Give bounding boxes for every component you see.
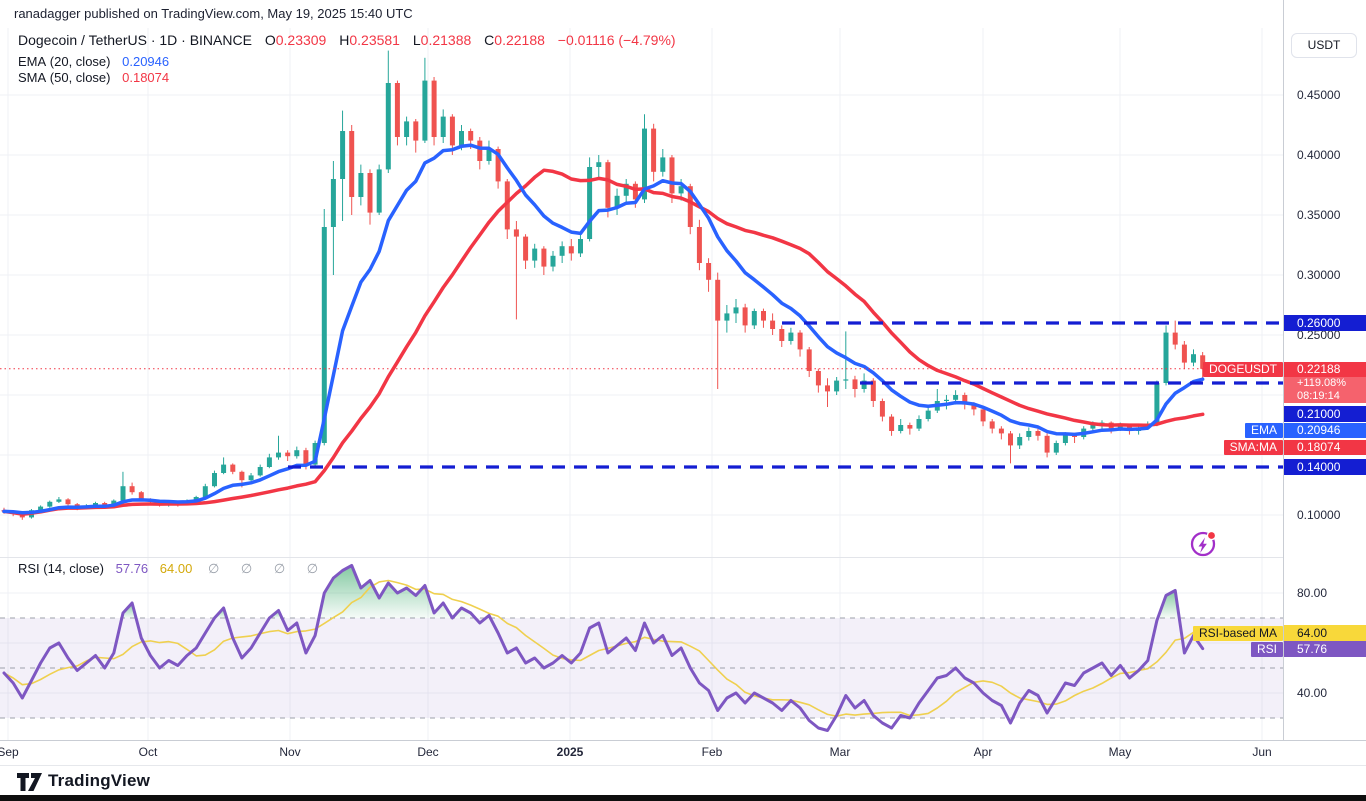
ema-line-tag: EMA bbox=[1244, 422, 1283, 438]
ema-params: (20, close) bbox=[49, 54, 111, 69]
price-chart-canvas[interactable] bbox=[0, 0, 1283, 740]
attribution-bar: ranadagger published on TradingView.com,… bbox=[14, 6, 413, 21]
ema-title: EMA bbox=[18, 54, 47, 69]
rsi-line-tag: RSI bbox=[1250, 641, 1283, 657]
sma-legend[interactable]: SMA (50, close) 0.18074 bbox=[18, 70, 169, 85]
rsi-axis-label: 57.76 bbox=[1284, 641, 1366, 657]
level-label-014: 0.14000 bbox=[1284, 459, 1366, 475]
footer-bar: TradingView bbox=[0, 765, 1366, 796]
window-bottom-strip bbox=[0, 795, 1366, 801]
ema-legend[interactable]: EMA (20, close) 0.20946 bbox=[18, 54, 169, 69]
last-price-value: 0.22188 bbox=[1284, 361, 1366, 377]
ohlc-change-value: −0.01116 (−4.79%) bbox=[557, 32, 676, 48]
rsi-title: RSI bbox=[18, 561, 40, 576]
time-axis-label: May bbox=[1108, 745, 1132, 759]
level-label-026: 0.26000 bbox=[1284, 315, 1366, 331]
last-price-change-pct: +119.08% bbox=[1284, 376, 1366, 390]
ema-value: 0.20946 bbox=[122, 54, 170, 69]
ohlc-close-value: 0.22188 bbox=[494, 32, 545, 48]
ohlc-low-label: L bbox=[412, 32, 421, 48]
price-tick: 0.30000 bbox=[1297, 268, 1341, 282]
last-price-countdown: 08:19:14 bbox=[1284, 389, 1366, 403]
time-axis-border bbox=[0, 740, 1366, 741]
sma-params: (50, close) bbox=[49, 70, 111, 85]
time-axis-label: 2025 bbox=[556, 745, 584, 759]
time-axis-label: Sep bbox=[0, 745, 19, 759]
rsi-ma-value: 64.00 bbox=[159, 561, 193, 576]
ohlc-low-value: 0.21388 bbox=[420, 32, 472, 48]
price-tick: 0.35000 bbox=[1297, 208, 1341, 222]
price-tick: 0.45000 bbox=[1297, 88, 1341, 102]
time-axis-label: Mar bbox=[829, 745, 851, 759]
time-axis-label: Nov bbox=[279, 745, 301, 759]
time-axis-label: Jun bbox=[1252, 745, 1272, 759]
price-tick: 0.25000 bbox=[1297, 328, 1341, 342]
ema-axis-label: 0.20946 bbox=[1284, 422, 1366, 438]
rsi-params: (14, close) bbox=[43, 561, 104, 576]
ohlc-open-label: O bbox=[264, 32, 276, 48]
ohlc-open-value: 0.23309 bbox=[275, 32, 327, 48]
time-axis-label: Feb bbox=[701, 745, 723, 759]
rsi-ma-line-tag: RSI-based MA bbox=[1192, 625, 1283, 641]
time-axis-label: Oct bbox=[138, 745, 158, 759]
pane-separator[interactable] bbox=[0, 557, 1366, 558]
currency-toggle-button[interactable]: USDT bbox=[1291, 33, 1357, 58]
rsi-tick: 40.00 bbox=[1297, 686, 1328, 700]
symbol-price-tag: DOGEUSDT bbox=[1202, 361, 1283, 377]
sma-axis-label: 0.18074 bbox=[1284, 439, 1366, 455]
tradingview-logo-icon bbox=[17, 773, 42, 791]
price-tick: 0.40000 bbox=[1297, 148, 1341, 162]
rsi-hidden-values[interactable]: ∅ ∅ ∅ ∅ bbox=[207, 561, 328, 576]
level-label-021: 0.21000 bbox=[1284, 406, 1366, 422]
sma-line-tag: SMA:MA bbox=[1223, 439, 1283, 455]
symbol-legend[interactable]: Dogecoin / TetherUS · 1D · BINANCE O0.23… bbox=[18, 32, 676, 48]
symbol-title[interactable]: Dogecoin / TetherUS · 1D · BINANCE bbox=[18, 32, 252, 48]
tradingview-wordmark: TradingView bbox=[48, 771, 151, 790]
flash-icon[interactable] bbox=[1188, 528, 1218, 558]
rsi-value: 57.76 bbox=[115, 561, 149, 576]
ohlc-high-label: H bbox=[339, 32, 350, 48]
last-price-label-cluster: 0.22188 +119.08% 08:19:14 bbox=[1284, 361, 1366, 403]
price-tick: 0.10000 bbox=[1297, 508, 1341, 522]
time-axis[interactable]: Sep Oct Nov Dec 2025 Feb Mar Apr May Jun bbox=[0, 741, 1366, 764]
rsi-legend[interactable]: RSI (14, close) 57.76 64.00 ∅ ∅ ∅ ∅ bbox=[18, 561, 327, 577]
time-axis-label: Apr bbox=[973, 745, 993, 759]
rsi-ma-axis-label: 64.00 bbox=[1284, 625, 1366, 641]
ohlc-close-label: C bbox=[484, 32, 495, 48]
sma-value: 0.18074 bbox=[122, 70, 170, 85]
ohlc-high-value: 0.23581 bbox=[349, 32, 400, 48]
rsi-tick: 80.00 bbox=[1297, 586, 1328, 600]
time-axis-label: Dec bbox=[417, 745, 439, 759]
sma-title: SMA bbox=[18, 70, 47, 85]
